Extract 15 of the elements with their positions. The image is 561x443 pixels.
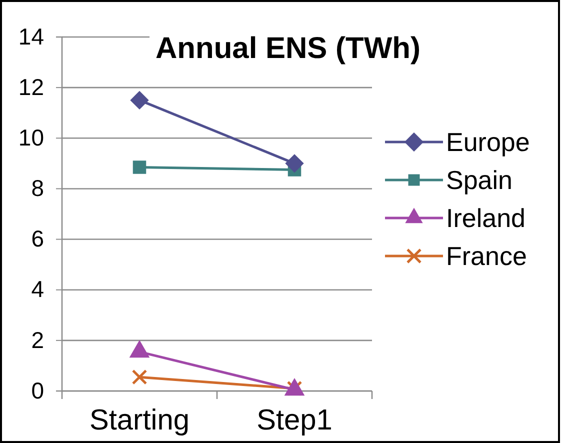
y-tick-label: 2 <box>31 326 44 353</box>
chart-title: Annual ENS (TWh) <box>156 32 420 65</box>
y-tick-label: 12 <box>18 74 44 100</box>
legend-label: France <box>446 241 527 271</box>
y-tick-label: 10 <box>18 124 44 151</box>
x-tick-label: Starting <box>90 404 190 437</box>
x-tick-label: Step1 <box>256 404 332 437</box>
legend-label: Ireland <box>446 203 526 233</box>
y-tick-label: 14 <box>18 23 44 50</box>
y-tick-label: 4 <box>31 276 44 302</box>
y-tick-label: 6 <box>31 226 44 252</box>
y-tick-label: 8 <box>31 175 44 202</box>
legend-label: Europe <box>446 127 530 157</box>
legend-label: Spain <box>446 165 512 195</box>
y-tick-label: 0 <box>31 377 44 404</box>
